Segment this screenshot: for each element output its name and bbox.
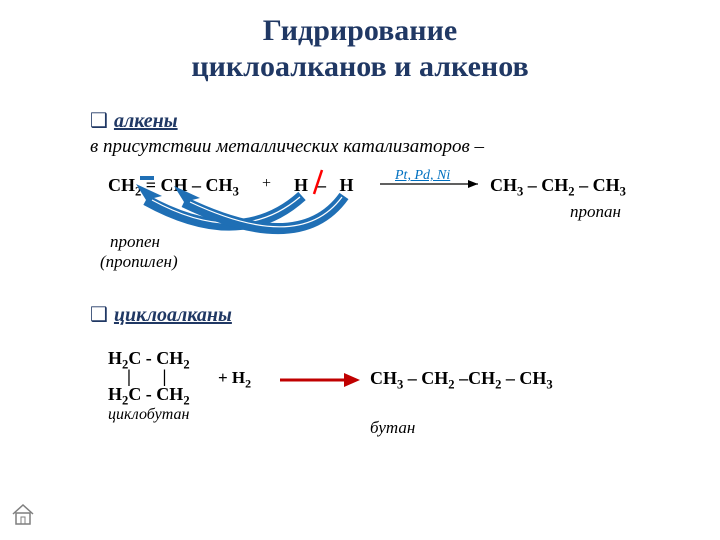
butane-product: CH3 – CH2 –CH2 – CH3 <box>370 368 553 393</box>
butane-label: бутан <box>370 418 415 438</box>
reaction2-arrow <box>0 0 720 540</box>
home-icon[interactable] <box>10 502 36 526</box>
